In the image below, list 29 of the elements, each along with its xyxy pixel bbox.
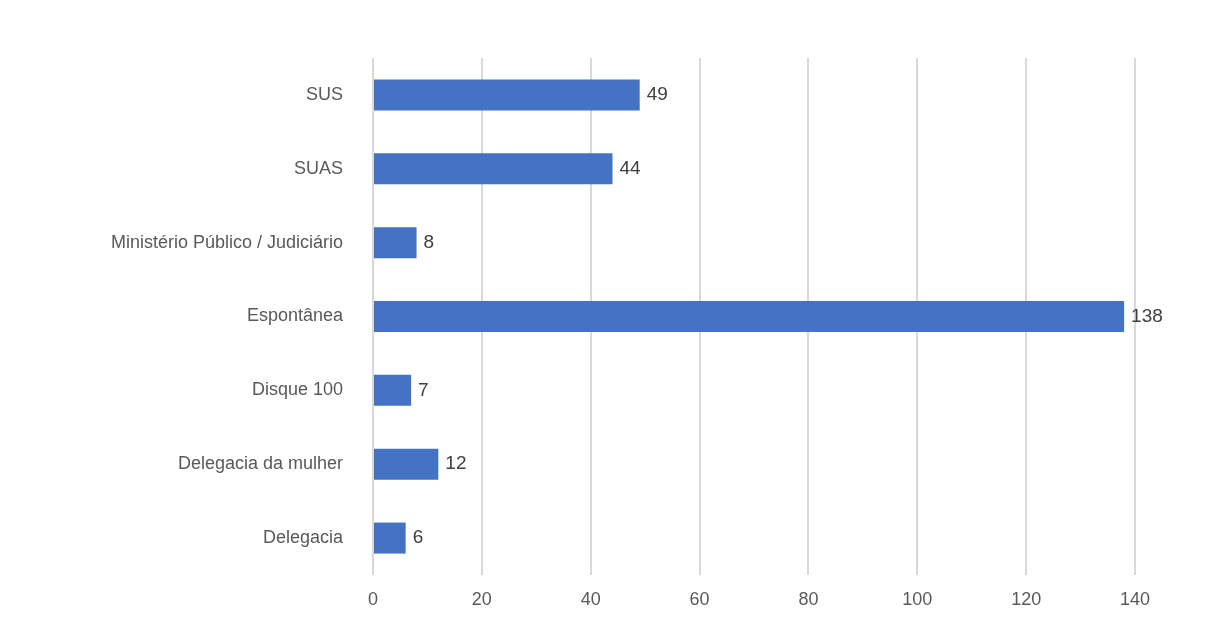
data-label: 6	[412, 526, 424, 548]
data-label: 138	[1131, 304, 1163, 326]
y-tick-label: Delegacia da mulher	[177, 453, 344, 474]
y-tick-label: Ministério Público / Judiciário	[110, 231, 343, 252]
bar	[374, 374, 412, 406]
bar	[374, 227, 417, 259]
bar	[374, 300, 1125, 333]
x-tick-label: 60	[689, 588, 710, 609]
y-tick-label: SUS	[305, 83, 343, 104]
data-label: 8	[423, 230, 435, 252]
x-tick-label: 20	[471, 588, 492, 609]
data-label: 12	[445, 452, 467, 474]
bar	[374, 448, 439, 480]
x-tick-label: 80	[798, 588, 819, 609]
data-label: 49	[646, 83, 668, 105]
y-tick-label: Espontânea	[246, 305, 344, 326]
y-tick-label: Delegacia	[262, 527, 344, 548]
x-tick-label: 40	[580, 588, 601, 609]
bar	[374, 522, 406, 554]
y-tick-label: Disque 100	[251, 379, 343, 400]
bar	[374, 153, 613, 185]
x-tick-label: 100	[902, 588, 933, 609]
x-tick-label: 0	[367, 588, 379, 609]
bar	[374, 79, 640, 111]
y-tick-label: SUAS	[293, 157, 343, 178]
x-tick-label: 140	[1119, 588, 1151, 609]
data-label: 44	[619, 157, 642, 179]
data-label: 7	[418, 378, 429, 400]
x-tick-label: 120	[1011, 588, 1042, 609]
